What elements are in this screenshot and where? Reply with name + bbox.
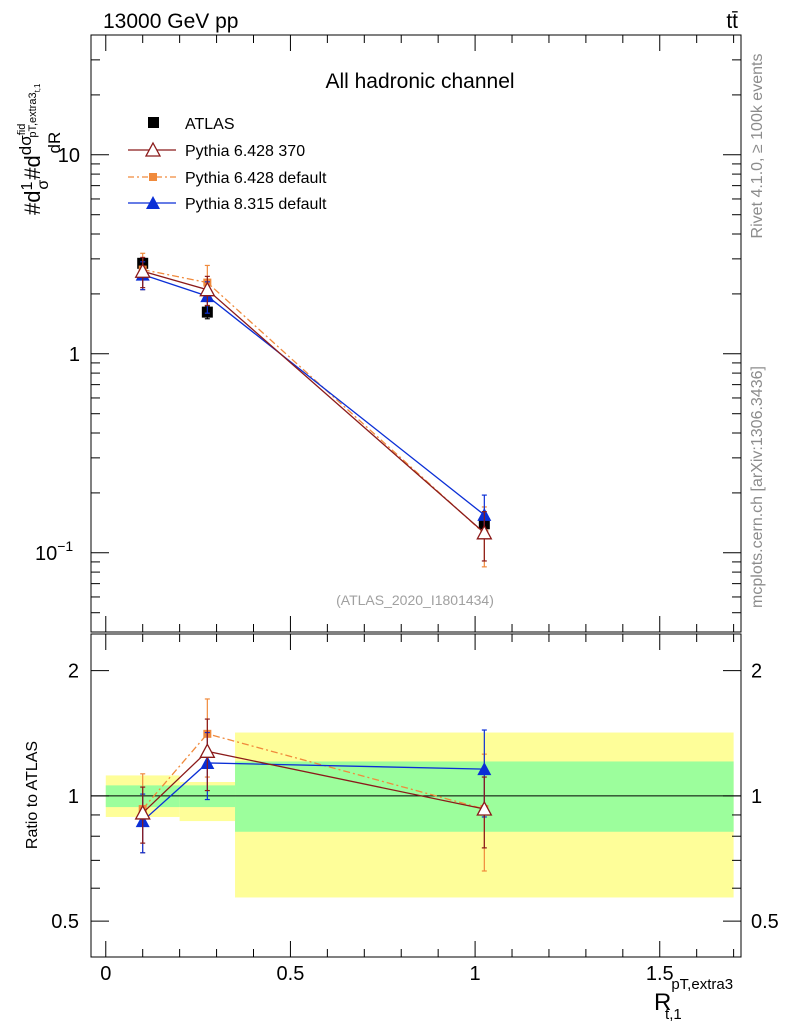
ratio-y-tick-label: 0.5 <box>51 911 79 933</box>
x-tick-label: 0 <box>100 963 111 985</box>
legend-marker-py6-370 <box>144 141 162 157</box>
process-label: tt̄ <box>726 10 738 33</box>
series-line-py8_default <box>142 274 485 516</box>
ratio-y-tick-label-right: 1 <box>751 786 762 808</box>
svg-text:#d1σ#ddσfidpT,extra3t,1dR: #d1σ#ddσfidpT,extra3t,1dR <box>16 83 64 215</box>
series-py6_370 <box>134 256 493 562</box>
legend-marker-atlas <box>148 117 159 128</box>
mcplots-credit-text: mcplots.cern.ch [arXiv:1306.3436] <box>749 366 766 608</box>
point-py6_370 <box>199 742 216 758</box>
energy-label: 13000 GeV pp <box>103 10 238 33</box>
chart-title: All hadronic channel <box>325 70 514 93</box>
legend-label-py6-370: Pythia 6.428 370 <box>185 143 305 160</box>
legend-label-py8-default: Pythia 8.315 default <box>185 196 327 213</box>
main-axis-ticks: 10−1 1 10 <box>35 34 741 633</box>
x-tick-label: 0.5 <box>277 963 305 985</box>
series-line-py6_default <box>142 733 485 810</box>
ratio-y-tick-label: 2 <box>68 661 79 683</box>
analysis-reference: (ATLAS_2020_I1801434) <box>336 592 494 608</box>
legend-label-py6-default: Pythia 6.428 default <box>185 170 327 187</box>
main-y-tick-label: 1 <box>69 344 80 366</box>
main-series-layer <box>134 252 493 568</box>
point-py6_370 <box>476 524 493 540</box>
main-y-tick-label: 10 <box>58 145 80 167</box>
series-py6_default <box>138 252 489 568</box>
point-py6_370 <box>134 804 151 820</box>
point-py8_default <box>477 762 492 776</box>
x-tick-label: 1.5 <box>646 963 674 985</box>
series-py8_default <box>135 261 492 538</box>
ratio-y-tick-label-right: 2 <box>751 661 762 683</box>
series-py6_370 <box>134 718 493 849</box>
rivet-version-text: Rivet 4.1.0, ≥ 100k events <box>749 54 766 239</box>
legend-marker-py8-default <box>146 196 160 209</box>
ratio-y-tick-label: 1 <box>68 786 79 808</box>
series-line-py6_default <box>142 268 485 535</box>
main-y-axis-label: #d1σ#ddσfidpT,extra3t,1dR <box>16 83 64 215</box>
ratio-y-tick-label-right: 0.5 <box>751 911 779 933</box>
series-line-py6_370 <box>142 270 485 534</box>
ratio-series-layer <box>134 698 493 872</box>
point-py6_370 <box>199 281 216 297</box>
point-py6_370 <box>476 800 493 816</box>
legend-label-atlas: ATLAS <box>185 116 235 133</box>
legend: ATLAS Pythia 6.428 370 Pythia 6.428 defa… <box>128 116 327 213</box>
point-py6_370 <box>134 262 151 278</box>
legend-marker-py6-default <box>149 173 157 181</box>
x-tick-label: 1 <box>470 963 481 985</box>
main-y-tick-label: 10−1 <box>35 538 73 565</box>
main-frame <box>90 34 742 633</box>
ratio-y-axis-label: Ratio to ATLAS <box>24 741 41 849</box>
